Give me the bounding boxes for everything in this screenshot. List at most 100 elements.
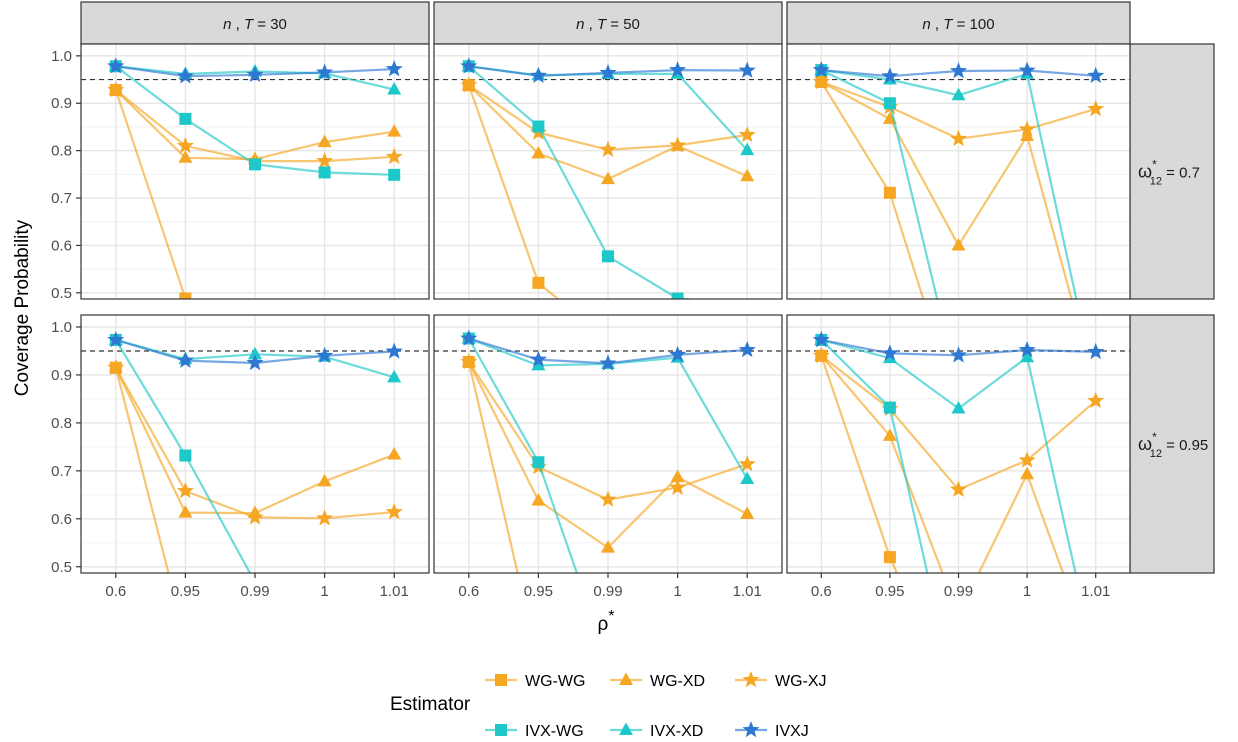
data-point [317,473,332,487]
data-point [1087,66,1105,84]
x-tick-label: 1 [320,583,328,600]
panel [786,314,1131,574]
data-point [949,480,968,497]
legend-item: WG-XD [610,672,705,690]
data-point [107,57,125,74]
data-point [531,357,546,371]
data-point [738,61,756,78]
data-point [949,62,968,79]
data-point [601,540,615,553]
data-point [1020,466,1035,480]
facet-panels [80,43,1131,574]
data-point [883,551,896,564]
data-point [176,351,194,368]
x-tick-label: 0.99 [944,583,973,600]
data-point [740,142,755,156]
legend-label: WG-XJ [775,673,827,690]
series-line [820,355,1065,573]
data-point [532,456,545,469]
data-point [387,369,402,383]
column-strip [786,1,1131,45]
x-tick-label: 0.6 [105,583,126,600]
y-tick-label: 1.0 [51,319,72,336]
panel [80,314,430,574]
y-tick-label: 0.7 [51,190,72,207]
x-tick-label: 0.99 [240,583,269,600]
x-tick-label: 0.95 [524,583,553,600]
data-point [179,112,192,125]
data-point [388,168,401,181]
data-point [460,329,478,346]
data-point [1020,128,1035,141]
data-point [316,63,334,80]
panel [433,314,783,574]
axes: 0.5 0.6 0.7 0.8 0.9 1.0 0.5 0.6 0.7 0.8 0.9 1.0 0.6 0… [51,48,1110,600]
data-point [176,482,194,499]
legend-item: WG-XJ [735,671,827,690]
series-line [114,89,187,299]
y-tick-label: 0.5 [51,559,72,576]
data-point [951,401,966,414]
x-tick-label: 0.95 [875,583,904,600]
legend-item: IVXJ [735,721,809,740]
x-tick-label: 1.01 [733,583,762,600]
legend-key [742,671,760,688]
data-point [107,330,125,348]
data-point [318,166,331,179]
data-point [246,508,264,525]
x-tick-label: 0.99 [593,583,622,600]
legend-item: IVX-WG [485,723,584,740]
data-point [1020,349,1035,363]
data-point [1018,120,1036,137]
data-point [529,350,547,367]
data-point [317,134,332,148]
data-point [460,76,478,93]
legend-label: WG-WG [525,673,585,690]
data-point [387,124,402,137]
panel [786,43,1131,300]
column-strip-label: n , T = 30 [223,16,287,33]
data-point [602,250,614,263]
legend-key [742,721,760,738]
data-point [740,506,755,520]
data-point [316,346,334,364]
data-point [385,342,403,359]
data-point [669,136,687,153]
legend-item: IVX-XD [610,722,703,740]
data-point [1087,99,1105,117]
data-point [460,57,478,74]
x-tick-label: 0.6 [811,583,832,600]
data-point [599,63,617,81]
y-tick-label: 0.9 [51,95,72,112]
data-point [881,67,899,84]
data-point [460,353,478,370]
y-tick-label: 0.9 [51,367,72,384]
data-point [179,449,192,462]
legend-label: WG-XD [650,673,705,690]
x-tick-label: 1 [1023,583,1031,600]
data-point [881,344,899,361]
x-tick-label: 1.01 [380,583,409,600]
column-strip [80,1,430,45]
data-point [532,120,545,133]
x-tick-label: 1.01 [1081,583,1110,600]
legend-label: IVX-WG [525,723,584,740]
series-line [467,361,519,573]
data-point [951,237,966,251]
legend-key [495,674,507,686]
data-point [669,478,687,495]
data-point [949,129,968,147]
legend-key [495,724,507,736]
data-point [738,341,756,358]
data-point [949,346,968,363]
y-tick-label: 0.5 [51,285,72,302]
data-point [812,330,830,348]
data-point [883,97,896,110]
data-point [248,346,262,360]
data-point [532,276,545,289]
y-tick-label: 0.8 [51,415,72,432]
data-point [246,65,264,83]
y-tick-label: 0.6 [51,237,72,254]
data-point [179,292,192,299]
